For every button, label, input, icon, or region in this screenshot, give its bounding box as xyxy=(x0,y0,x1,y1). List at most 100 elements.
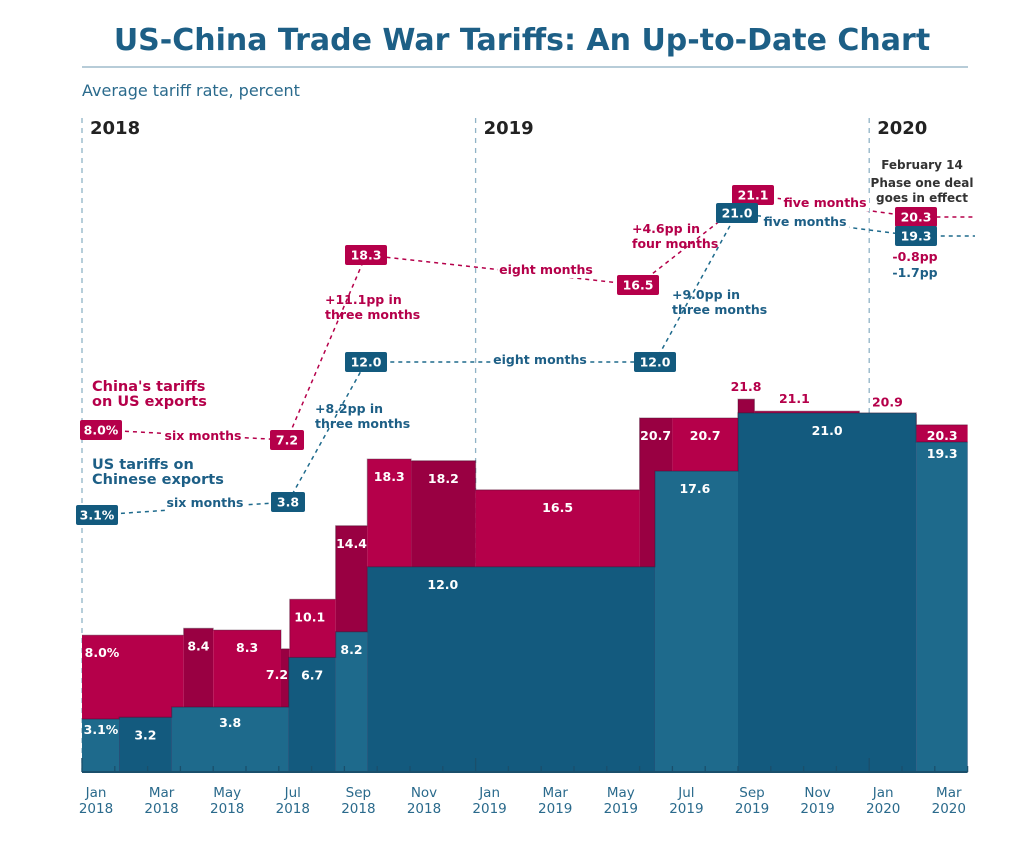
us-value-box xyxy=(345,352,387,372)
us-tariff-step xyxy=(288,657,336,772)
note-backdrop xyxy=(165,495,245,511)
x-tick-label-year: 2019 xyxy=(800,801,834,817)
china-value-label: 10.1 xyxy=(294,609,325,624)
us-tariff-step xyxy=(82,718,120,772)
x-tick-label-year: 2020 xyxy=(866,801,900,817)
x-tick-label-year: 2019 xyxy=(669,801,703,817)
china-value-label: 20.7 xyxy=(640,428,671,443)
x-tick-label-month: Sep xyxy=(346,785,371,801)
us-tariff-step xyxy=(654,471,738,772)
us-value-label: 3.2 xyxy=(134,727,156,742)
y-axis-label: Average tariff rate, percent xyxy=(82,81,300,100)
us-value-box-label: 21.0 xyxy=(722,206,753,221)
note-backdrop xyxy=(163,428,243,444)
china-value-box-label: 21.1 xyxy=(738,188,769,203)
note-backdrop xyxy=(891,249,939,265)
x-tick-label-year: 2019 xyxy=(472,801,506,817)
us-value-label: 8.2 xyxy=(340,642,362,657)
china-value-label: 21.1 xyxy=(779,391,810,406)
china-value-box-label: 16.5 xyxy=(623,278,654,293)
us-value-label: 21.0 xyxy=(812,423,843,438)
note-backdrop xyxy=(761,214,849,230)
china-note: five months xyxy=(783,195,866,210)
us-value-box xyxy=(634,352,676,372)
china-value-label: 18.3 xyxy=(374,469,405,484)
x-tick-label-month: Sep xyxy=(739,785,764,801)
china-value-label: 20.3 xyxy=(927,428,958,443)
year-label: 2020 xyxy=(877,118,927,139)
us-value-box-label: 19.3 xyxy=(901,229,932,244)
china-tariff-outline xyxy=(82,398,968,650)
us-value-box-label: 12.0 xyxy=(640,355,671,370)
china-value-box-label: 18.3 xyxy=(351,248,382,263)
event-date: February 14 xyxy=(881,158,963,172)
x-tick-label-month: Nov xyxy=(411,785,437,801)
x-tick-label-year: 2019 xyxy=(604,801,638,817)
x-tick-label-month: Jan xyxy=(872,785,894,801)
china-value-label: 8.3 xyxy=(236,640,258,655)
event-description: Phase one deal goes in effect xyxy=(871,176,974,205)
us-tariff-step xyxy=(738,412,917,772)
x-tick-label-month: May xyxy=(607,785,635,801)
us-value-box xyxy=(271,492,305,512)
us-value-box xyxy=(895,226,937,246)
legend-china: China's tariffs on US exports xyxy=(92,379,207,410)
us-value-box xyxy=(716,203,758,223)
us-value-box-label: 3.8 xyxy=(277,495,299,510)
us-value-box-label: 3.1% xyxy=(80,508,115,523)
x-tick-label-year: 2019 xyxy=(735,801,769,817)
china-note: -0.8pp xyxy=(892,249,937,264)
china-value-box xyxy=(270,430,304,450)
note-backdrop xyxy=(498,262,594,278)
chart-title: US-China Trade War Tariffs: An Up-to-Dat… xyxy=(114,23,930,58)
china-note: +4.6pp in four months xyxy=(632,221,718,251)
china-value-label: 20.7 xyxy=(690,428,721,443)
x-tick-label-month: Mar xyxy=(936,785,962,801)
china-value-label: 18.2 xyxy=(428,471,459,486)
us-value-box xyxy=(76,505,118,525)
us-tariff-step xyxy=(916,441,968,772)
us-note: +9.0pp in three months xyxy=(672,287,767,317)
us-tariff-step xyxy=(335,631,368,772)
china-note: +11.1pp in three months xyxy=(325,292,420,322)
x-tick-label-month: Jul xyxy=(284,785,301,801)
x-tick-label-year: 2020 xyxy=(932,801,966,817)
x-tick-label-year: 2018 xyxy=(407,801,441,817)
x-tick-label-year: 2018 xyxy=(144,801,178,817)
note-backdrop xyxy=(781,195,869,211)
us-note: six months xyxy=(167,495,244,510)
china-note: eight months xyxy=(499,262,593,277)
us-note: five months xyxy=(763,214,846,229)
us-tariff-outline xyxy=(82,412,968,720)
china-trend-line xyxy=(100,194,975,441)
us-note: +8.2pp in three months xyxy=(315,401,410,431)
legend-us: US tariffs on Chinese exports xyxy=(92,457,224,488)
x-tick-label-year: 2018 xyxy=(276,801,310,817)
x-tick-label-month: Mar xyxy=(542,785,568,801)
china-value-label: 8.0% xyxy=(85,645,120,660)
x-tick-label-year: 2019 xyxy=(538,801,572,817)
china-value-box xyxy=(80,420,122,440)
note-backdrop xyxy=(891,265,939,281)
china-value-box-label: 20.3 xyxy=(901,210,932,225)
us-value-label: 6.7 xyxy=(301,667,323,682)
year-label: 2018 xyxy=(90,118,140,139)
us-note: -1.7pp xyxy=(892,265,937,280)
us-value-label: 17.6 xyxy=(679,481,710,496)
china-value-box-label: 8.0% xyxy=(84,423,119,438)
x-tick-label-year: 2018 xyxy=(79,801,113,817)
us-value-label: 19.3 xyxy=(927,446,958,461)
x-tick-label-year: 2018 xyxy=(341,801,375,817)
us-tariff-step xyxy=(119,717,172,772)
x-tick-label-year: 2018 xyxy=(210,801,244,817)
x-tick-label-month: Jul xyxy=(677,785,694,801)
china-value-box xyxy=(732,185,774,205)
us-note: eight months xyxy=(493,352,587,367)
china-value-label: 21.8 xyxy=(731,379,762,394)
us-value-label: 12.0 xyxy=(427,577,458,592)
china-value-label: 20.9 xyxy=(872,395,903,410)
us-value-label: 3.8 xyxy=(219,715,241,730)
us-value-box-label: 12.0 xyxy=(351,355,382,370)
x-tick-label-month: Jan xyxy=(85,785,107,801)
